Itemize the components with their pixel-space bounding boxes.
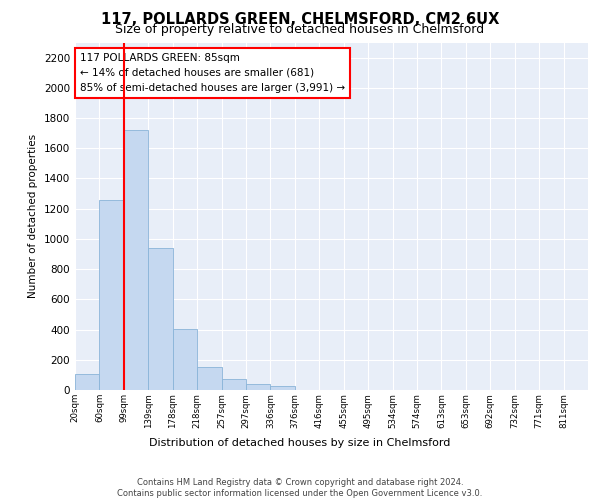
Text: Contains HM Land Registry data © Crown copyright and database right 2024.
Contai: Contains HM Land Registry data © Crown c…: [118, 478, 482, 498]
Bar: [197, 368, 221, 390]
Text: Distribution of detached houses by size in Chelmsford: Distribution of detached houses by size …: [149, 438, 451, 448]
Bar: [221, 379, 246, 390]
Text: 117 POLLARDS GREEN: 85sqm
← 14% of detached houses are smaller (681)
85% of semi: 117 POLLARDS GREEN: 85sqm ← 14% of detac…: [80, 53, 345, 92]
Bar: [148, 248, 173, 390]
Bar: [124, 130, 148, 390]
Text: Size of property relative to detached houses in Chelmsford: Size of property relative to detached ho…: [115, 22, 485, 36]
Bar: [173, 329, 197, 390]
Bar: [100, 200, 124, 390]
Bar: [246, 384, 271, 390]
Bar: [75, 374, 100, 390]
Text: 117, POLLARDS GREEN, CHELMSFORD, CM2 6UX: 117, POLLARDS GREEN, CHELMSFORD, CM2 6UX: [101, 12, 499, 28]
Y-axis label: Number of detached properties: Number of detached properties: [28, 134, 38, 298]
Bar: [271, 386, 295, 390]
